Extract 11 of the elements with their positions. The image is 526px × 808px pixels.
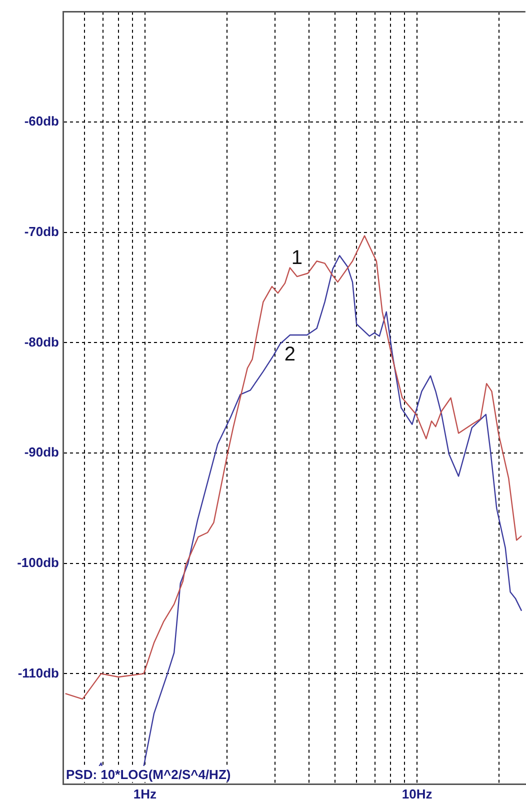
y-tick-label: -70db: [24, 224, 60, 240]
series-label: 1: [291, 247, 303, 270]
x-tick-label: 1Hz: [133, 786, 157, 802]
y-tick-label: -100db: [17, 554, 60, 570]
y-tick-label: -110db: [18, 665, 60, 680]
y-axis-title: PSD: 10*LOG(M^2/S^4/HZ): [66, 767, 231, 782]
y-tick-label: -60db: [24, 114, 60, 129]
series-label: 2: [284, 344, 296, 366]
y-tick-label: -80db: [24, 334, 60, 350]
y-tick-label: -90db: [24, 444, 60, 460]
x-tick-label: 10Hz: [402, 786, 433, 802]
